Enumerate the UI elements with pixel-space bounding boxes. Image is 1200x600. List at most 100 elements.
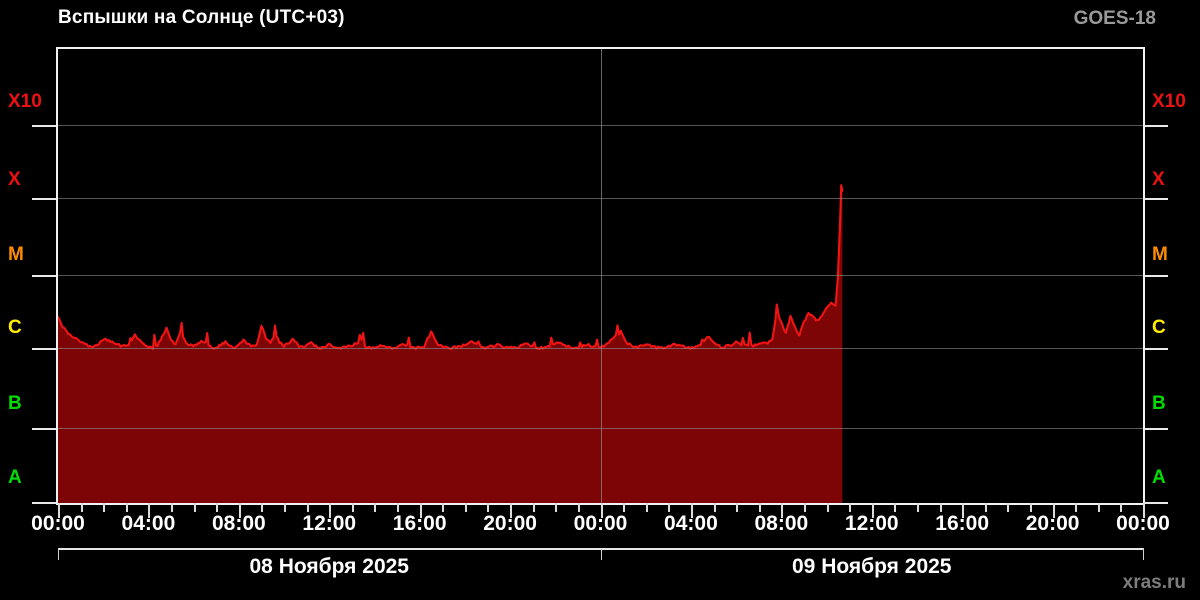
- date-label: 09 Ноября 2025: [792, 555, 952, 578]
- x-tick-minor: [803, 503, 806, 512]
- x-tick-minor: [713, 503, 716, 512]
- x-axis-label: 16:00: [392, 512, 447, 535]
- y-tick-stub: [32, 502, 56, 504]
- x-axis-label: 08:00: [754, 512, 809, 535]
- x-tick-major: [962, 503, 965, 518]
- y-axis-label-x-r: X: [1152, 169, 1165, 190]
- date-band-separator: [600, 548, 602, 560]
- x-tick-minor: [80, 503, 83, 512]
- x-axis-label: 08:00: [211, 512, 266, 535]
- y-axis-label-b-r: B: [1152, 393, 1166, 414]
- x-axis-label: 00:00: [31, 512, 85, 535]
- y-tick-stub: [32, 198, 56, 200]
- x-tick-major: [1052, 503, 1055, 518]
- x-tick-major: [781, 503, 784, 518]
- x-axis-label: 04:00: [664, 512, 718, 535]
- x-tick-minor: [464, 503, 467, 512]
- x-tick-minor: [216, 503, 219, 512]
- x-tick-minor: [984, 503, 987, 512]
- date-label: 08 Ноября 2025: [249, 555, 410, 578]
- plot-area: [58, 49, 1143, 503]
- x-tick-major: [148, 503, 151, 518]
- x-tick-minor: [171, 503, 174, 512]
- x-tick-minor: [758, 503, 761, 512]
- y-axis-label-x10-l: X10: [8, 91, 42, 112]
- x-tick-major: [690, 503, 693, 518]
- y-tick-stub: [1144, 502, 1168, 504]
- x-axis-label: 00:00: [1116, 512, 1170, 535]
- x-tick-major: [1143, 503, 1145, 518]
- y-tick-stub: [32, 428, 56, 430]
- x-tick-minor: [577, 503, 580, 512]
- y-axis-label-c-r: C: [1152, 317, 1166, 338]
- x-tick-minor: [374, 503, 377, 512]
- flux-curve: [58, 184, 844, 503]
- x-tick-minor: [1075, 503, 1078, 512]
- y-axis-label-x10-r: X10: [1152, 91, 1186, 112]
- x-tick-major: [58, 503, 60, 518]
- y-axis-label-m-r: M: [1152, 244, 1168, 265]
- y-axis-label-a-l: A: [8, 467, 22, 488]
- x-tick-minor: [849, 503, 852, 512]
- x-tick-minor: [532, 503, 535, 512]
- x-tick-minor: [261, 503, 264, 512]
- watermark: xras.ru: [1122, 572, 1186, 593]
- x-tick-minor: [306, 503, 309, 512]
- x-axis-label: 12:00: [302, 512, 357, 535]
- x-tick-minor: [487, 503, 490, 512]
- x-tick-minor: [555, 503, 558, 512]
- date-band-rule: [600, 548, 1143, 550]
- x-tick-major: [600, 503, 603, 518]
- x-tick-minor: [284, 503, 287, 512]
- date-band-separator: [1143, 548, 1144, 560]
- x-tick-major: [419, 503, 422, 518]
- x-axis-label: 20:00: [483, 512, 537, 535]
- y-axis-label-x-l: X: [8, 169, 21, 190]
- x-axis-label: 20:00: [1025, 512, 1080, 535]
- x-tick-minor: [351, 503, 354, 512]
- y-axis-label-c-l: C: [8, 317, 22, 338]
- x-tick-minor: [668, 503, 671, 512]
- y-tick-stub: [1144, 275, 1168, 277]
- plot-frame-left: [56, 47, 59, 505]
- x-tick-minor: [125, 503, 128, 512]
- x-axis-label: 12:00: [844, 512, 899, 535]
- y-tick-stub: [32, 125, 56, 127]
- day-divider-line: [600, 49, 602, 503]
- satellite-label: GOES-18: [1073, 8, 1156, 29]
- y-axis-label-a-r: A: [1152, 467, 1166, 488]
- y-tick-stub: [1144, 348, 1168, 350]
- x-tick-minor: [1029, 503, 1032, 512]
- x-tick-minor: [645, 503, 648, 512]
- date-band-separator: [58, 548, 59, 560]
- date-band-rule: [58, 548, 601, 550]
- y-tick-stub: [1144, 428, 1168, 430]
- y-tick-stub: [1144, 125, 1168, 127]
- x-tick-minor: [1097, 503, 1100, 512]
- y-tick-stub: [1144, 198, 1168, 200]
- x-tick-major: [871, 503, 874, 518]
- plot-frame-top: [56, 47, 1145, 49]
- x-tick-major: [238, 503, 241, 518]
- x-tick-minor: [397, 503, 400, 512]
- x-tick-minor: [916, 503, 919, 512]
- x-tick-major: [329, 503, 332, 518]
- x-tick-minor: [193, 503, 196, 512]
- page-title: Вспышки на Солнце (UTC+03): [58, 7, 345, 28]
- x-tick-minor: [1120, 503, 1123, 512]
- x-tick-minor: [1007, 503, 1010, 512]
- y-axis-label-b-l: B: [8, 393, 22, 414]
- x-tick-minor: [894, 503, 897, 512]
- x-tick-minor: [442, 503, 445, 512]
- plot-frame-right: [1142, 47, 1145, 505]
- x-axis-label: 04:00: [121, 512, 176, 535]
- x-tick-minor: [939, 503, 942, 512]
- x-tick-minor: [736, 503, 739, 512]
- x-tick-minor: [103, 503, 106, 512]
- y-axis-label-m-l: M: [8, 244, 24, 265]
- x-tick-minor: [623, 503, 626, 512]
- x-tick-minor: [826, 503, 829, 512]
- y-tick-stub: [32, 348, 56, 350]
- x-tick-major: [510, 503, 513, 518]
